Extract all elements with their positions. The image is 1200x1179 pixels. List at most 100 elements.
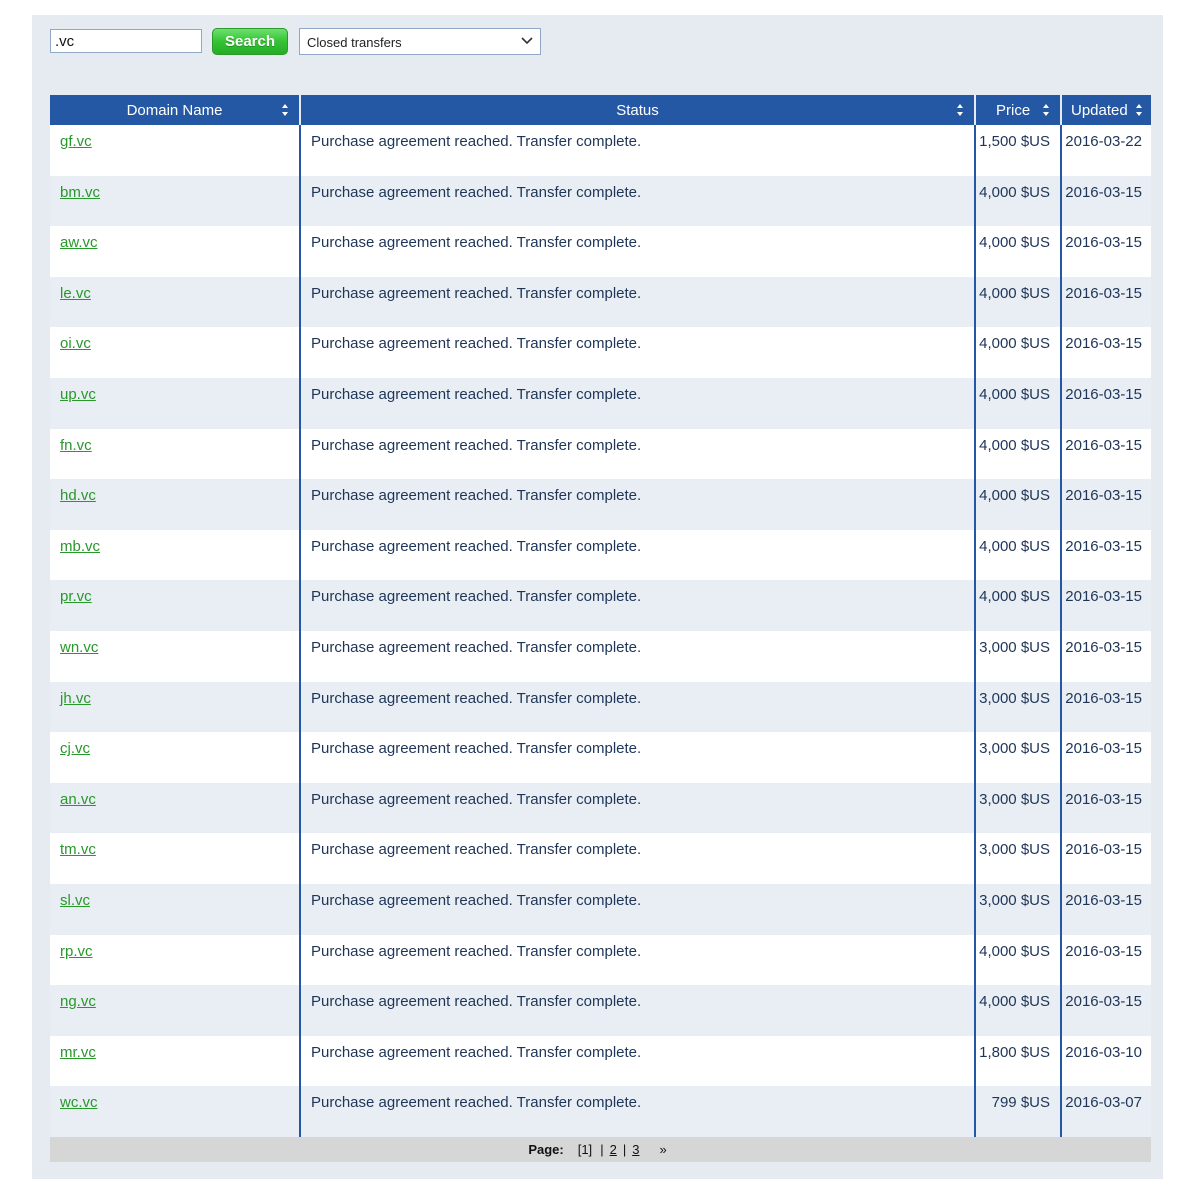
domain-cell: ng.vc xyxy=(50,985,300,1036)
domain-cell: mb.vc xyxy=(50,529,300,581)
price-cell: 4,000 $US xyxy=(974,985,1061,1036)
column-header-price[interactable]: Price xyxy=(975,95,1062,125)
domain-link[interactable]: mr.vc xyxy=(60,1043,96,1061)
domain-link[interactable]: wc.vc xyxy=(60,1094,98,1112)
table-row: mr.vc Purchase agreement reached. Transfe… xyxy=(50,1035,1151,1087)
price-cell: 799 $US xyxy=(974,1086,1061,1137)
pagination-label: Page: xyxy=(528,1141,564,1157)
domain-cell: rp.vc xyxy=(50,934,300,986)
domain-cell: mr.vc xyxy=(50,1035,300,1087)
domain-cell: pr.vc xyxy=(50,580,300,631)
domain-link[interactable]: le.vc xyxy=(60,284,91,302)
domain-link[interactable]: pr.vc xyxy=(60,588,92,606)
domain-link[interactable]: up.vc xyxy=(60,385,96,403)
status-cell: Purchase agreement reached. Transfer com… xyxy=(299,175,975,227)
domain-link[interactable]: gf.vc xyxy=(60,133,92,150)
status-cell: Purchase agreement reached. Transfer com… xyxy=(299,125,975,176)
table-row: cj.vc Purchase agreement reached. Transfe… xyxy=(50,732,1151,783)
status-cell: Purchase agreement reached. Transfer com… xyxy=(299,276,975,328)
table-row: fn.vc Purchase agreement reached. Transfe… xyxy=(50,428,1151,480)
status-cell: Purchase agreement reached. Transfer com… xyxy=(299,529,975,581)
status-cell: Purchase agreement reached. Transfer com… xyxy=(299,681,975,733)
price-cell: 4,000 $US xyxy=(974,327,1061,378)
pagination-separator: | xyxy=(622,1141,627,1157)
table-row: sl.vc Purchase agreement reached. Transfe… xyxy=(50,883,1151,935)
price-cell: 3,000 $US xyxy=(974,833,1061,884)
status-cell: Purchase agreement reached. Transfer com… xyxy=(299,327,975,378)
pagination-current-page: [1] xyxy=(577,1141,593,1157)
price-cell: 4,000 $US xyxy=(974,479,1061,530)
status-cell: Purchase agreement reached. Transfer com… xyxy=(299,580,975,631)
search-button[interactable]: Search xyxy=(212,28,288,55)
domain-link[interactable]: jh.vc xyxy=(60,689,91,707)
price-cell: 4,000 $US xyxy=(974,377,1061,429)
domain-cell: an.vc xyxy=(50,782,300,834)
domain-cell: bm.vc xyxy=(50,175,300,227)
status-cell: Purchase agreement reached. Transfer com… xyxy=(299,782,975,834)
column-header-price-label: Price xyxy=(996,101,1031,119)
status-cell: Purchase agreement reached. Transfer com… xyxy=(299,428,975,480)
updated-cell: 2016-03-15 xyxy=(1060,833,1151,884)
pagination-page-link[interactable]: 2 xyxy=(609,1141,617,1157)
updated-cell: 2016-03-15 xyxy=(1060,276,1151,328)
table-row: pr.vc Purchase agreement reached. Transfe… xyxy=(50,580,1151,631)
domain-cell: wc.vc xyxy=(50,1086,300,1137)
table-row: wn.vc Purchase agreement reached. Transfe… xyxy=(50,630,1151,682)
updated-cell: 2016-03-15 xyxy=(1060,985,1151,1036)
domain-link[interactable]: hd.vc xyxy=(60,487,96,505)
domain-search-input[interactable] xyxy=(50,29,202,53)
domain-link[interactable]: cj.vc xyxy=(60,740,90,758)
column-header-domain[interactable]: Domain Name xyxy=(50,95,301,125)
table-body: gf.vc Purchase agreement reached. Transfe… xyxy=(50,125,1151,1137)
domain-link[interactable]: fn.vc xyxy=(60,436,92,454)
transfers-table: Domain Name Status Price Updated xyxy=(50,95,1151,1137)
column-header-updated-label: Updated xyxy=(1071,101,1128,119)
domain-link[interactable]: bm.vc xyxy=(60,183,101,201)
content-panel: Search Closed transfers Domain Name Stat… xyxy=(32,15,1163,1179)
domain-cell: le.vc xyxy=(50,276,300,328)
table-row: oi.vc Purchase agreement reached. Transfe… xyxy=(50,327,1151,378)
domain-link[interactable]: tm.vc xyxy=(60,841,96,859)
pagination-page-link[interactable]: 3 xyxy=(632,1141,640,1157)
price-cell: 3,000 $US xyxy=(974,782,1061,834)
domain-link[interactable]: wn.vc xyxy=(60,638,99,656)
domain-cell: sl.vc xyxy=(50,883,300,935)
domain-link[interactable]: ng.vc xyxy=(60,993,96,1011)
sort-icon xyxy=(1043,104,1049,116)
domain-link[interactable]: aw.vc xyxy=(60,234,98,252)
price-cell: 1,500 $US xyxy=(974,125,1061,176)
sort-icon xyxy=(282,104,288,116)
domain-link[interactable]: mb.vc xyxy=(60,537,101,555)
status-filter-value: Closed transfers xyxy=(307,35,402,50)
domain-link[interactable]: oi.vc xyxy=(60,335,91,353)
updated-cell: 2016-03-07 xyxy=(1060,1086,1151,1137)
pagination-next-link[interactable]: » xyxy=(659,1141,667,1157)
domain-link[interactable]: rp.vc xyxy=(60,942,93,960)
status-cell: Purchase agreement reached. Transfer com… xyxy=(299,732,975,783)
price-cell: 3,000 $US xyxy=(974,681,1061,733)
column-header-status[interactable]: Status xyxy=(300,95,976,125)
column-header-updated[interactable]: Updated xyxy=(1061,95,1151,125)
price-cell: 4,000 $US xyxy=(974,580,1061,631)
updated-cell: 2016-03-15 xyxy=(1060,883,1151,935)
domain-cell: wn.vc xyxy=(50,630,300,682)
status-cell: Purchase agreement reached. Transfer com… xyxy=(299,934,975,986)
domain-cell: oi.vc xyxy=(50,327,300,378)
domain-cell: tm.vc xyxy=(50,833,300,884)
updated-cell: 2016-03-15 xyxy=(1060,175,1151,227)
status-cell: Purchase agreement reached. Transfer com… xyxy=(299,226,975,277)
domain-cell: cj.vc xyxy=(50,732,300,783)
pagination-separator: | xyxy=(600,1141,604,1157)
domain-cell: hd.vc xyxy=(50,479,300,530)
domain-link[interactable]: sl.vc xyxy=(60,891,90,909)
updated-cell: 2016-03-15 xyxy=(1060,327,1151,378)
domain-cell: gf.vc xyxy=(50,125,300,176)
price-cell: 4,000 $US xyxy=(974,529,1061,581)
domain-link[interactable]: an.vc xyxy=(60,790,96,808)
updated-cell: 2016-03-15 xyxy=(1060,934,1151,986)
status-filter-select[interactable]: Closed transfers xyxy=(299,28,541,55)
price-cell: 4,000 $US xyxy=(974,276,1061,328)
price-cell: 4,000 $US xyxy=(974,226,1061,277)
chevron-down-icon xyxy=(521,37,533,45)
table-row: le.vc Purchase agreement reached. Transfe… xyxy=(50,276,1151,328)
